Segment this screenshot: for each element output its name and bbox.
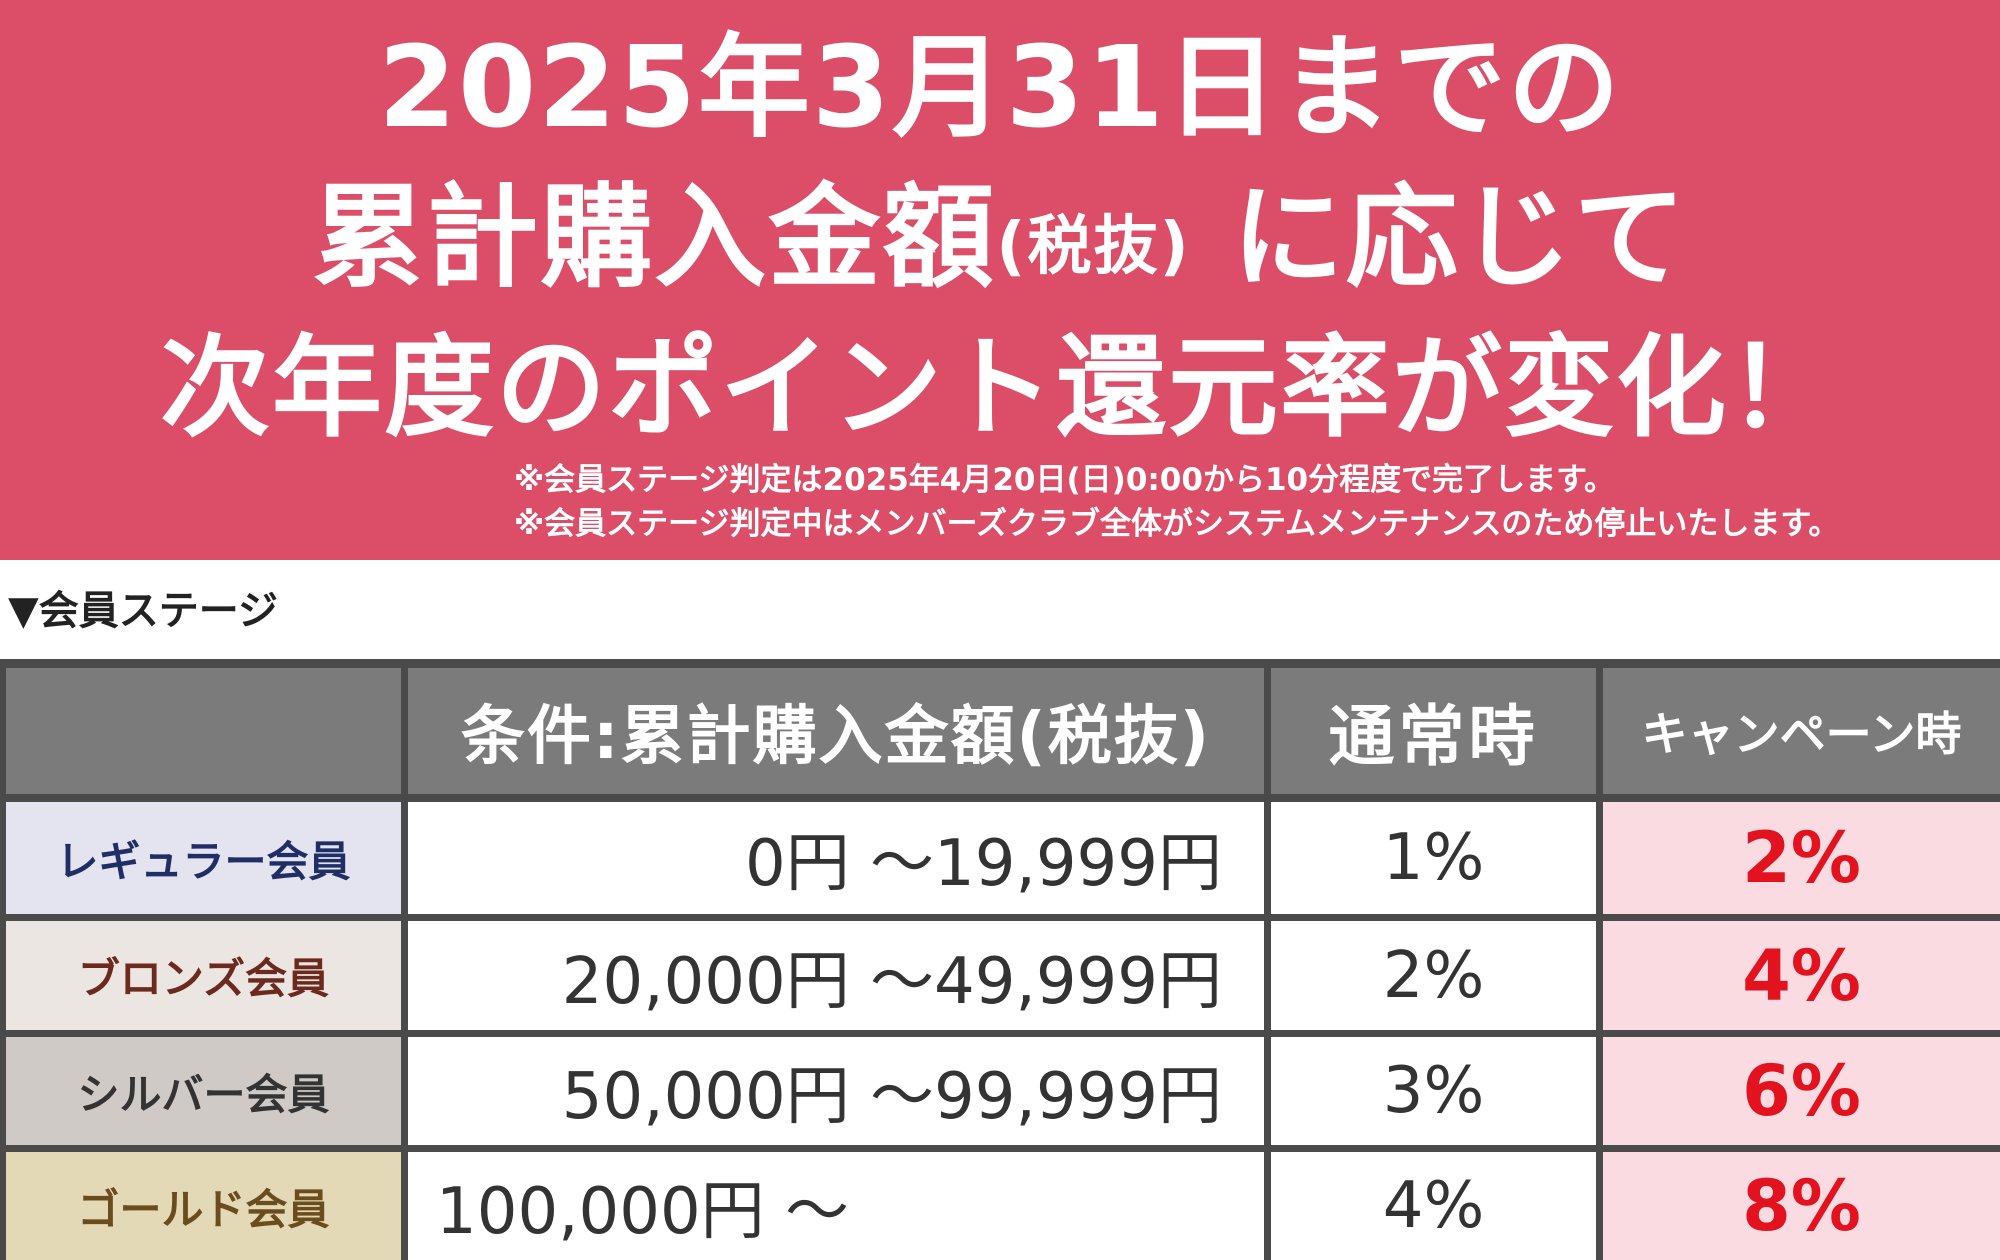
condition-bronze: 20,000円 ～49,999円 [408,921,1264,1030]
headline-amount-text: 累計購入金額 [312,173,997,303]
header-campaign-rate: キャンペーン時 [1603,668,2000,794]
campaign-rate-regular: 2% [1603,802,2000,914]
condition-silver: 50,000円 ～99,999円 [408,1037,1264,1145]
stage-silver: シルバー会員 [6,1037,401,1145]
campaign-rate-bronze: 4% [1603,921,2000,1030]
condition-gold: 100,000円 ～ [408,1152,1264,1260]
normal-rate-bronze: 2% [1271,921,1596,1030]
headline-line-3: 次年度のポイント還元率が変化！ [160,324,1840,452]
campaign-rate-silver: 6% [1603,1037,2000,1145]
header-condition: 条件:累計購入金額(税抜) [408,668,1264,794]
campaign-rate-gold: 8% [1603,1152,2000,1260]
stage-bronze: ブロンズ会員 [6,921,401,1030]
normal-rate-regular: 1% [1271,802,1596,914]
note-maintenance: ※会員ステージ判定中はメンバーズクラブ全体がシステムメンテナンスのため停止いたし… [514,506,1840,542]
header-normal-rate: 通常時 [1271,668,1596,794]
condition-regular: 0円 ～19,999円 [408,802,1264,914]
headline-tax-note: (税抜) [996,210,1191,284]
section-title-member-stage: ▼会員ステージ [8,588,278,634]
normal-rate-gold: 4% [1271,1152,1596,1260]
headline-line-2: 累計購入金額(税抜) に応じて [0,168,2000,317]
note-judgement-time: ※会員ステージ判定は2025年4月20日(日)0:00から10分程度で完了します… [514,462,1615,498]
stage-gold: ゴールド会員 [6,1152,401,1260]
headline-according-text: に応じて [1190,173,1688,303]
campaign-banner: 2025年3月31日までの 累計購入金額(税抜) に応じて 次年度のポイント還元… [0,0,2000,560]
headline-line-1: 2025年3月31日までの [378,23,1622,153]
header-stage [6,668,401,794]
member-stage-table: 条件:累計購入金額(税抜) 通常時 キャンペーン時 レギュラー会員 0円 ～19… [0,659,2000,1260]
stage-regular: レギュラー会員 [6,802,401,914]
normal-rate-silver: 3% [1271,1037,1596,1145]
